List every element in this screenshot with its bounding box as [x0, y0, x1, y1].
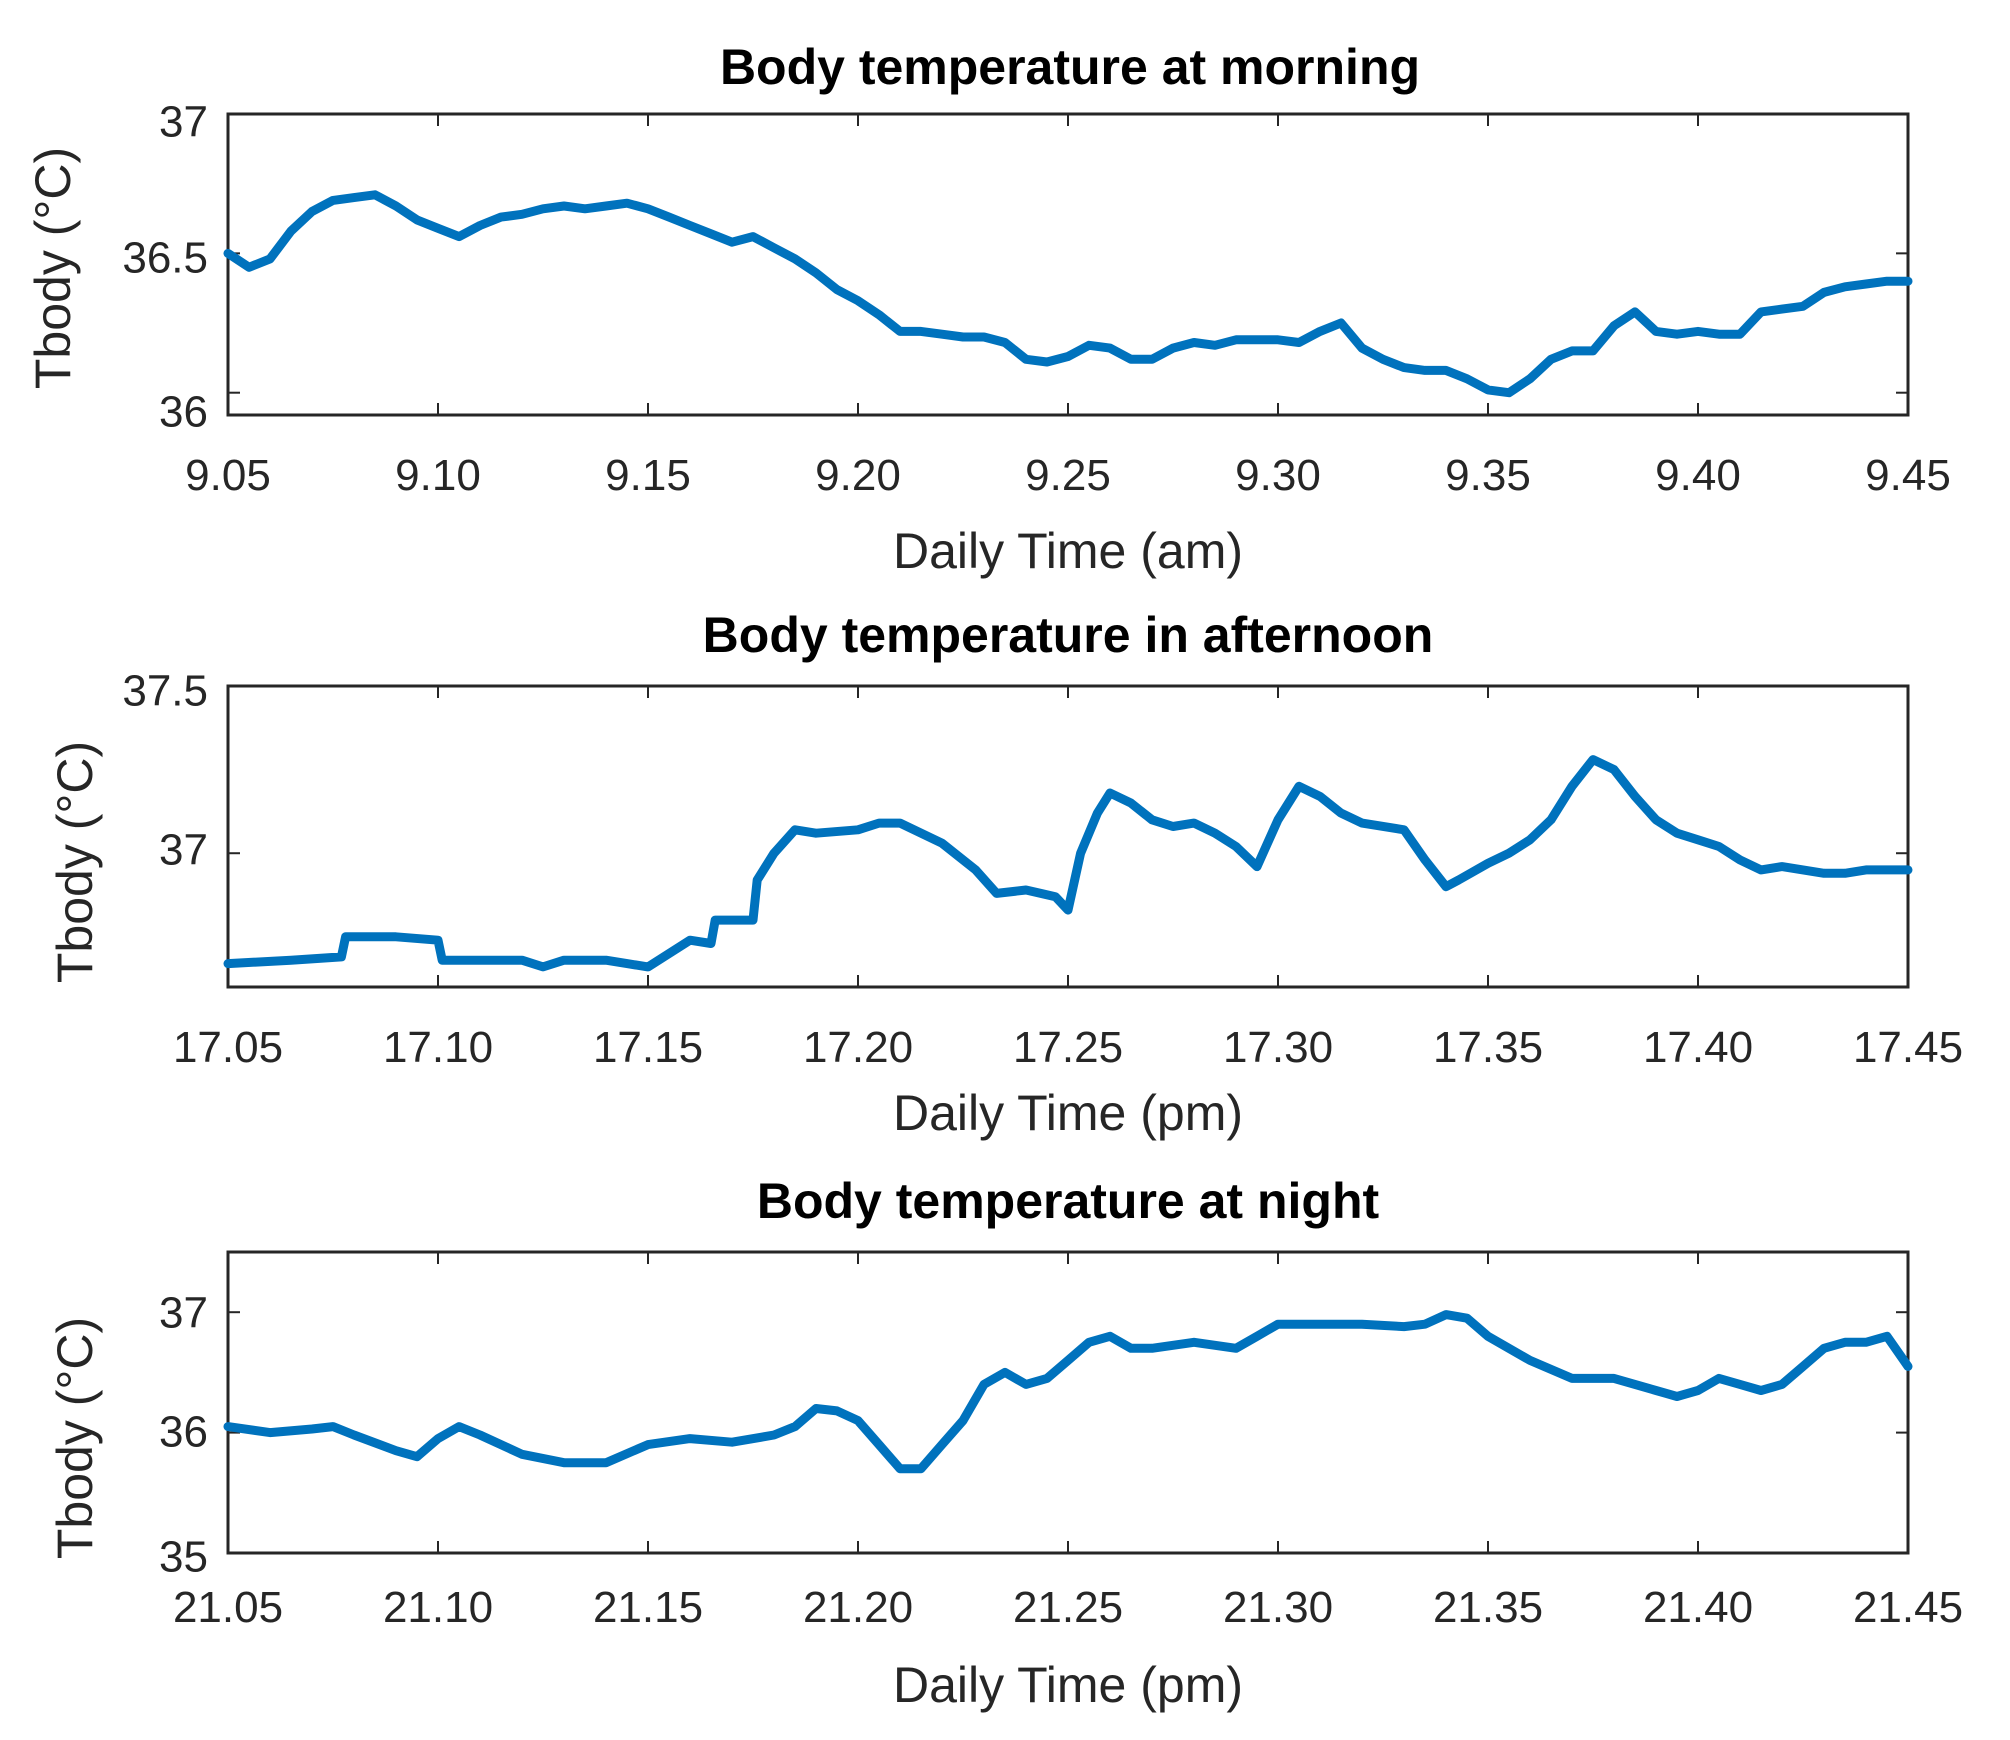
x-tick-label: 17.15	[593, 1023, 703, 1072]
x-tick-label: 21.15	[593, 1583, 703, 1632]
y-tick-labels: 35 36 37	[159, 1289, 208, 1582]
x-tick-labels: 21.05 21.10 21.15 21.20 21.25 21.30 21.3…	[173, 1583, 1963, 1632]
x-tick-label: 17.05	[173, 1023, 283, 1072]
x-tick-label: 9.10	[395, 451, 481, 500]
plot-area	[226, 112, 1910, 417]
chart-title: Body temperature in afternoon	[703, 607, 1434, 663]
y-tick-label: 37	[159, 1289, 208, 1338]
subplot-morning: Body temperature at morning 36 36.5 37 9…	[25, 39, 1951, 579]
temperature-series-line	[223, 755, 1913, 972]
x-tick-label: 17.10	[383, 1023, 493, 1072]
y-axis-label: Tbody (°C)	[47, 741, 103, 983]
plot-marks	[223, 113, 1913, 415]
x-tick-labels: 17.05 17.10 17.15 17.20 17.25 17.30 17.3…	[173, 1023, 1963, 1072]
x-tick-label: 21.10	[383, 1583, 493, 1632]
x-tick-label: 21.05	[173, 1583, 283, 1632]
subplot-afternoon: Body temperature in afternoon 37 37.5 17…	[47, 607, 1963, 1141]
x-tick-label: 9.05	[185, 451, 271, 500]
y-tick-label: 36.5	[122, 234, 208, 283]
x-tick-label: 21.35	[1433, 1583, 1543, 1632]
plot-area	[226, 1250, 1910, 1555]
x-tick-labels: 9.05 9.10 9.15 9.20 9.25 9.30 9.35 9.40 …	[185, 451, 1951, 500]
x-tick-label: 17.30	[1223, 1023, 1333, 1072]
x-tick-label: 9.15	[605, 451, 691, 500]
x-axis-label: Daily Time (pm)	[893, 1085, 1243, 1141]
y-tick-label: 37	[159, 98, 208, 147]
x-tick-label: 9.25	[1025, 451, 1111, 500]
x-tick-label: 21.25	[1013, 1583, 1123, 1632]
x-tick-label: 21.40	[1643, 1583, 1753, 1632]
x-tick-label: 9.30	[1235, 451, 1321, 500]
x-axis-label: Daily Time (pm)	[893, 1657, 1243, 1713]
chart-title: Body temperature at night	[757, 1173, 1380, 1229]
x-tick-label: 17.25	[1013, 1023, 1123, 1072]
x-tick-label: 21.20	[803, 1583, 913, 1632]
x-tick-label: 17.40	[1643, 1023, 1753, 1072]
temperature-series-line	[223, 190, 1913, 398]
y-tick-label: 37.5	[122, 667, 208, 716]
x-tick-label: 9.45	[1865, 451, 1951, 500]
x-tick-label: 21.30	[1223, 1583, 1333, 1632]
temperature-series-line	[223, 1310, 1913, 1474]
x-tick-label: 9.20	[815, 451, 901, 500]
plot-area	[226, 684, 1910, 989]
y-tick-label: 36	[159, 1408, 208, 1457]
plot-marks	[223, 1252, 1913, 1554]
y-tick-labels: 36 36.5 37	[122, 98, 208, 437]
x-tick-label: 17.35	[1433, 1023, 1543, 1072]
y-tick-label: 35	[159, 1533, 208, 1582]
x-axis-label: Daily Time (am)	[893, 523, 1243, 579]
y-axis-label: Tbody (°C)	[25, 147, 81, 389]
plot-marks	[223, 685, 1913, 987]
y-tick-labels: 37 37.5	[122, 667, 208, 875]
x-tick-label: 17.45	[1853, 1023, 1963, 1072]
subplot-night: Body temperature at night 35 36 37 21.05…	[47, 1173, 1963, 1713]
x-tick-label: 9.40	[1655, 451, 1741, 500]
x-tick-label: 17.20	[803, 1023, 913, 1072]
x-tick-label: 9.35	[1445, 451, 1531, 500]
chart-title: Body temperature at morning	[720, 39, 1420, 95]
x-tick-label: 21.45	[1853, 1583, 1963, 1632]
y-tick-label: 36	[159, 388, 208, 437]
y-axis-label: Tbody (°C)	[47, 1317, 103, 1559]
y-tick-label: 37	[159, 826, 208, 875]
